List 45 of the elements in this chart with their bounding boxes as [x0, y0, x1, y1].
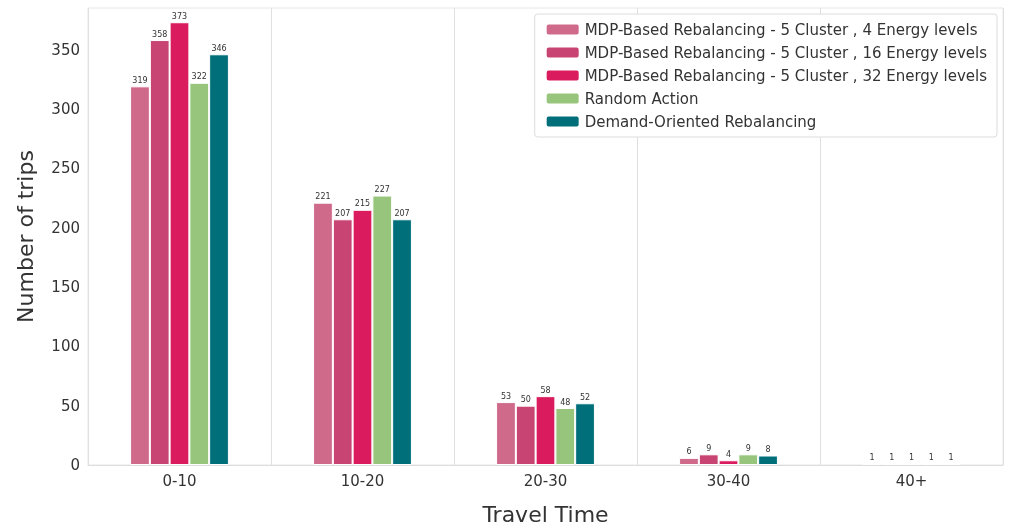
x-tick-label: 40+	[895, 471, 928, 490]
legend-label: MDP-Based Rebalancing - 5 Cluster , 16 Energy levels	[584, 43, 988, 62]
data-label: 8	[765, 445, 771, 454]
data-label: 50	[520, 395, 531, 405]
data-label: 207	[335, 208, 351, 218]
legend-label: MDP-Based Rebalancing - 5 Cluster , 32 Energy levels	[584, 66, 988, 85]
data-label: 373	[171, 11, 188, 21]
data-label: 9	[745, 443, 751, 453]
y-tick-label: 200	[51, 218, 80, 237]
x-tick-label: 20-30	[523, 471, 568, 490]
data-label: 215	[354, 199, 371, 209]
y-tick-label: 50	[60, 396, 80, 415]
y-tick-label: 0	[70, 456, 80, 474]
data-label: 48	[560, 397, 571, 407]
y-tick-label: 150	[51, 277, 80, 296]
data-label: 1	[928, 453, 934, 463]
y-tick-label: 100	[51, 337, 80, 356]
legend-label: Demand-Oriented Rebalancing	[584, 112, 817, 131]
data-label: 52	[579, 392, 591, 402]
data-label: 322	[191, 72, 207, 82]
data-label: 207	[394, 208, 410, 218]
data-label: 53	[500, 391, 512, 401]
data-label: 319	[132, 75, 148, 85]
data-label: 9	[706, 443, 712, 453]
data-label: 6	[686, 447, 692, 457]
y-tick-label: 350	[51, 40, 80, 59]
y-tick-label: 300	[51, 99, 80, 118]
data-label: 358	[152, 29, 168, 39]
y-tick-label: 250	[51, 159, 80, 178]
x-tick-label: 10-20	[340, 471, 385, 490]
data-label: 58	[540, 385, 551, 395]
data-label: 1	[948, 453, 954, 463]
legend-label: Random Action	[584, 89, 699, 108]
data-label: 346	[211, 43, 227, 53]
data-label: 1	[908, 453, 915, 463]
legend-label: MDP-Based Rebalancing - 5 Cluster , 4 Energy levels	[584, 20, 978, 39]
data-label: 4	[725, 449, 732, 459]
data-label: 227	[374, 185, 390, 195]
data-label: 1	[869, 453, 875, 463]
data-label: 1	[889, 453, 895, 463]
y-axis-title: Number of trips	[12, 150, 38, 323]
data-label: 221	[315, 192, 331, 202]
x-tick-label: 0-10	[162, 471, 197, 490]
x-tick-label: 30-40	[706, 471, 751, 490]
x-axis-title: Travel Time	[481, 501, 609, 527]
